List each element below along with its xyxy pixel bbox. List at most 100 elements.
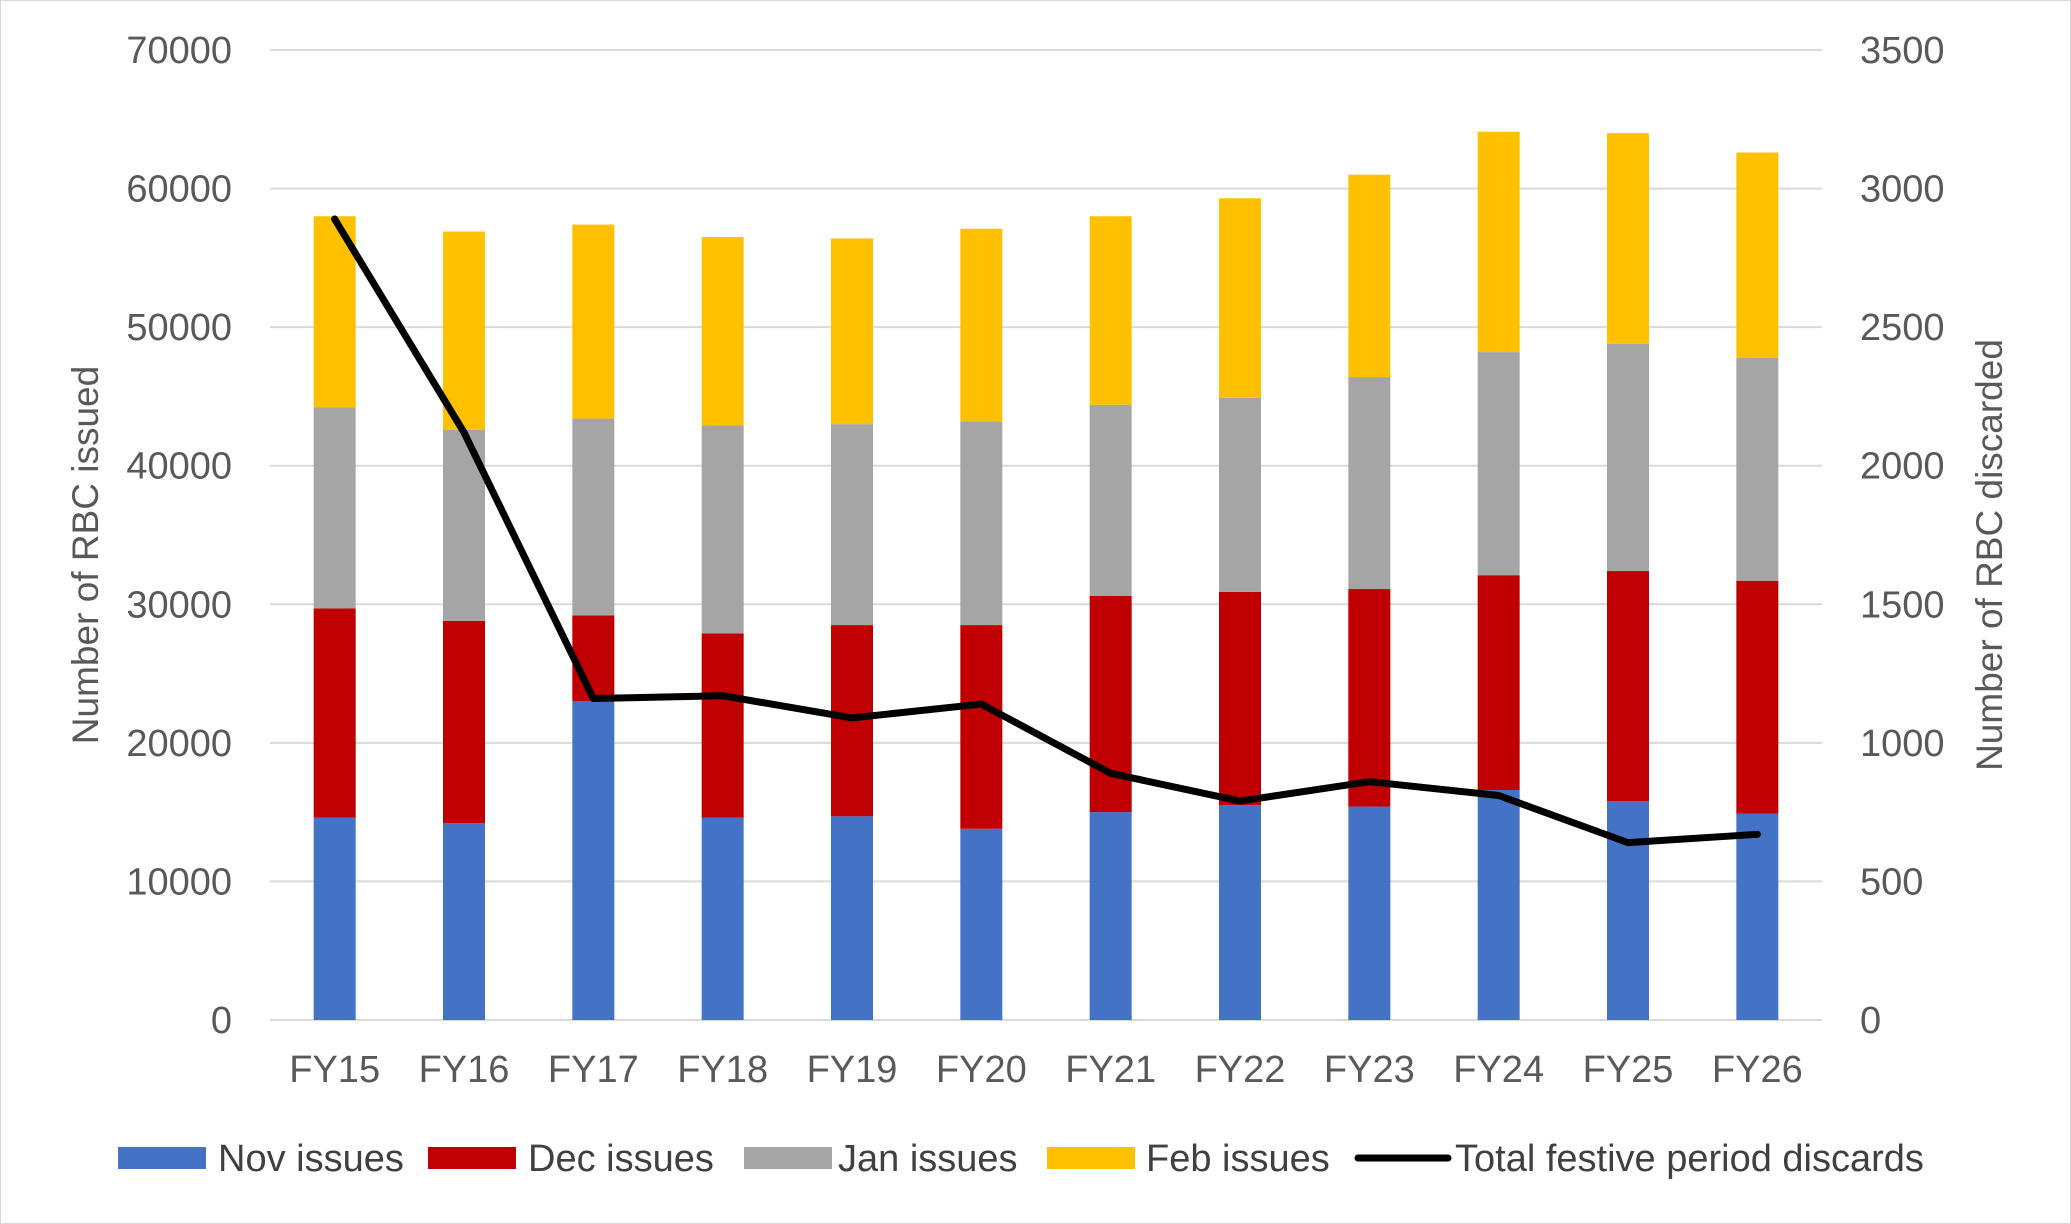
bar-segment <box>1219 397 1261 592</box>
x-tick-label: FY24 <box>1453 1049 1544 1091</box>
legend-label: Nov issues <box>218 1138 404 1180</box>
legend-swatch <box>1047 1147 1135 1169</box>
x-tick-label: FY16 <box>419 1049 510 1091</box>
bar-segment <box>1607 133 1649 344</box>
legend-swatch <box>744 1147 832 1169</box>
line-point <box>977 700 985 708</box>
y2-tick-label: 500 <box>1860 861 1923 903</box>
bar-segment <box>1736 813 1779 1020</box>
bar-segment <box>831 238 873 425</box>
line-point <box>719 692 727 700</box>
bar-segment <box>1348 377 1391 590</box>
y2-tick-label: 1500 <box>1860 584 1945 626</box>
y-tick-label: 30000 <box>126 584 232 626</box>
left-axis-title: Number of RBC issued <box>65 366 106 744</box>
bar-segment <box>701 817 744 1020</box>
y-tick-label: 70000 <box>126 30 232 72</box>
bar-segment <box>960 828 1003 1020</box>
bar-segment <box>572 615 615 702</box>
y2-tick-label: 2500 <box>1860 307 1945 349</box>
line-point <box>1624 839 1632 847</box>
bar-segment <box>313 817 356 1020</box>
bar-segment <box>1089 404 1132 596</box>
x-tick-label: FY22 <box>1195 1049 1286 1091</box>
line-point <box>1753 830 1761 838</box>
bar-segment <box>313 407 356 609</box>
legend-label: Dec issues <box>528 1138 714 1180</box>
y2-tick-label: 3000 <box>1860 169 1945 211</box>
y-tick-label: 60000 <box>126 169 232 211</box>
legend-label: Total festive period discards <box>1455 1138 1924 1180</box>
discards-line <box>331 215 1761 847</box>
bar-segment <box>960 421 1003 626</box>
bar-segment <box>1348 806 1391 1020</box>
line-point <box>460 428 468 436</box>
y2-tick-label: 3500 <box>1860 30 1945 72</box>
bar-segment <box>572 418 615 616</box>
bar-segment <box>1348 174 1391 378</box>
legend-label: Jan issues <box>838 1138 1018 1180</box>
y2-tick-label: 2000 <box>1860 446 1945 488</box>
x-tick-label: FY18 <box>677 1049 768 1091</box>
bar-segment <box>701 425 744 634</box>
line-point <box>848 714 856 722</box>
bar-segment <box>1736 580 1779 814</box>
bar-segment <box>1736 152 1779 358</box>
bar-segment <box>1477 789 1520 1020</box>
x-tick-label: FY26 <box>1712 1049 1803 1091</box>
x-tick-label: FY19 <box>807 1049 898 1091</box>
bar-segment <box>1089 216 1132 405</box>
bar-segment <box>1736 357 1779 581</box>
bar-segment <box>831 424 873 626</box>
bar-segment <box>1477 131 1520 353</box>
y2-tick-label: 1000 <box>1860 723 1945 765</box>
line-point <box>1236 797 1244 805</box>
bar-segment <box>1219 591 1261 806</box>
legend-swatch <box>118 1147 206 1169</box>
bar-segment <box>1348 589 1391 807</box>
x-tick-label: FY17 <box>548 1049 639 1091</box>
bar-segment <box>1477 352 1520 576</box>
bar-segment <box>1219 198 1261 398</box>
line-point <box>1365 778 1373 786</box>
right-axis-ticks: 0 500 1000 1500 2000 2500 3000 3500 <box>1860 30 1945 1042</box>
bar-stacks <box>313 131 1779 1020</box>
x-tick-label: FY25 <box>1583 1049 1674 1091</box>
line-point <box>1495 792 1503 800</box>
bar-segment <box>1089 812 1132 1020</box>
bar-segment <box>443 823 485 1020</box>
legend-label: Feb issues <box>1146 1138 1330 1180</box>
bar-segment <box>572 224 615 419</box>
y-tick-label: 10000 <box>126 861 232 903</box>
bar-segment <box>572 701 615 1020</box>
bar-segment <box>1607 571 1649 802</box>
right-axis-title: Number of RBC discarded <box>1969 339 2010 771</box>
legend-swatch <box>428 1147 516 1169</box>
line-point <box>331 215 339 223</box>
left-axis-ticks: 0 10000 20000 30000 40000 50000 60000 70000 <box>126 30 232 1042</box>
bar-segment <box>1477 575 1520 790</box>
bar-segment <box>443 620 485 824</box>
bar-segment <box>960 228 1003 422</box>
bar-segment <box>701 633 744 818</box>
y2-tick-label: 0 <box>1860 1000 1881 1042</box>
x-tick-label: FY21 <box>1065 1049 1156 1091</box>
y-tick-label: 40000 <box>126 446 232 488</box>
line-point <box>1107 769 1115 777</box>
y-tick-label: 0 <box>211 1000 232 1042</box>
bar-segment <box>313 608 356 818</box>
x-tick-label: FY15 <box>289 1049 380 1091</box>
series-line <box>331 215 1761 847</box>
bar-segment <box>1219 805 1261 1020</box>
x-tick-label: FY20 <box>936 1049 1027 1091</box>
line-point <box>589 695 597 703</box>
x-tick-label: FY23 <box>1324 1049 1415 1091</box>
bar-segment <box>831 816 873 1020</box>
y-tick-label: 50000 <box>126 307 232 349</box>
bar-segment <box>701 237 744 426</box>
bar-segment <box>443 231 485 430</box>
category-axis-ticks: FY15 FY16 FY17 FY18 FY19 FY20 FY21 FY22 FY23 FY24… <box>289 1049 1802 1091</box>
bar-segment <box>1607 343 1649 572</box>
bar-segment <box>960 625 1003 829</box>
